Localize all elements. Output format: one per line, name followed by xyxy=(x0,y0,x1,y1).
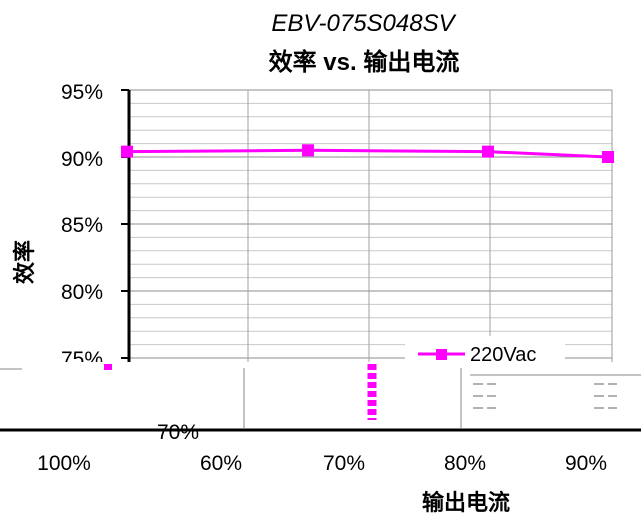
minor-gridlines xyxy=(128,102,612,346)
x-tick-label-90: 90% xyxy=(565,452,607,475)
series-220vac xyxy=(121,144,614,163)
legend-box xyxy=(405,336,565,364)
vertical-gridlines xyxy=(247,90,491,362)
lower-overlay-dashes xyxy=(473,383,617,409)
legend-label: 220Vac xyxy=(470,344,536,366)
lower-overlay-marker-stub xyxy=(104,364,112,370)
legend: 220Vac xyxy=(405,336,565,366)
y-tick-labels: 95% 90% 85% 80% 75% xyxy=(61,81,103,371)
y-tick-label-95: 95% xyxy=(61,81,103,104)
data-point xyxy=(121,145,133,158)
plot-background xyxy=(128,90,612,362)
lower-overlay-background xyxy=(0,362,641,430)
y-tick-label-80: 80% xyxy=(61,281,103,304)
data-point xyxy=(602,151,614,163)
chart-title: 效率 vs. 输出电流 xyxy=(269,48,460,76)
x-tick-label-80: 80% xyxy=(444,452,486,475)
series-line-220vac xyxy=(126,148,609,159)
legend-marker-swatch xyxy=(436,349,447,360)
y-tick-label-70: 70% xyxy=(157,421,199,444)
x-axis-label: 输出电流 xyxy=(422,490,510,515)
y-axis-label: 效率 xyxy=(12,240,37,284)
x-tick-label-60: 60% xyxy=(200,452,242,475)
x-tick-label-70: 70% xyxy=(323,452,365,475)
plot-area xyxy=(121,89,613,362)
x-tick-label-100: 100% xyxy=(37,452,91,475)
x-tick-labels: 100% 60% 70% 80% 90% xyxy=(37,452,607,475)
data-point xyxy=(482,145,494,158)
lower-overlay-panel: 70% xyxy=(0,362,641,444)
chart-subtitle: EBV-075S048SV xyxy=(271,10,456,37)
y-tick-label-85: 85% xyxy=(61,214,103,237)
data-point xyxy=(302,144,314,157)
y-tick-label-90: 90% xyxy=(61,148,103,171)
